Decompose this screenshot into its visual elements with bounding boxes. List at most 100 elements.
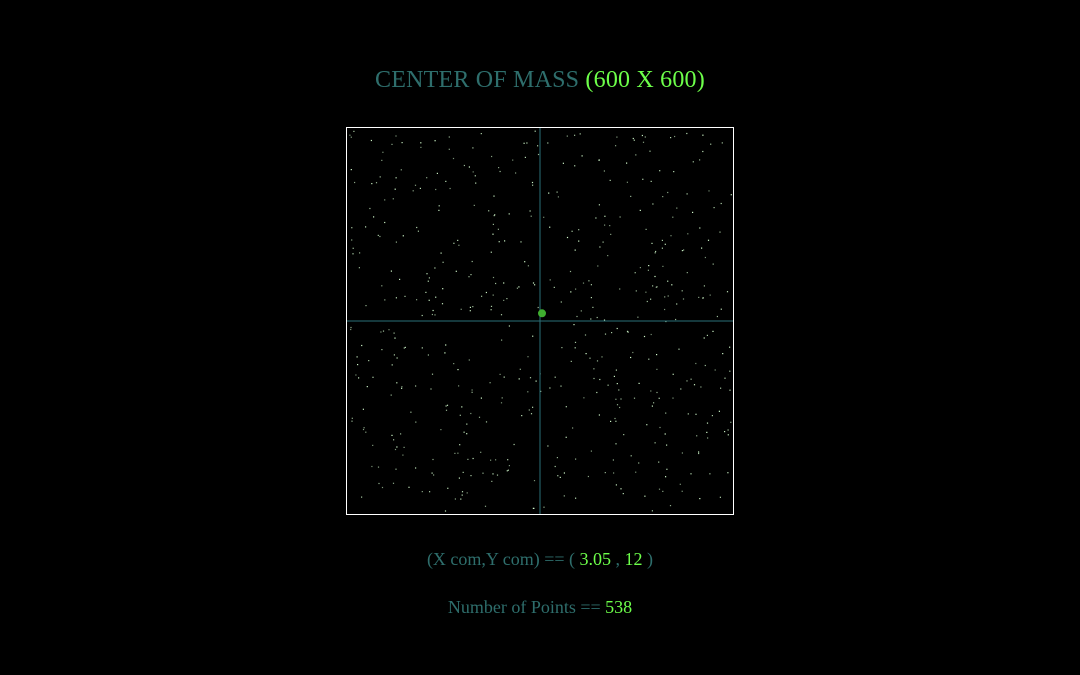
- data-point: [595, 217, 597, 219]
- data-point: [584, 334, 587, 336]
- data-point: [658, 397, 660, 399]
- data-point: [703, 337, 705, 339]
- data-point: [467, 458, 469, 460]
- com-y-value: 12: [624, 549, 643, 569]
- data-point: [433, 474, 435, 476]
- data-point: [485, 291, 487, 294]
- data-point: [449, 187, 451, 190]
- data-point: [560, 385, 562, 387]
- data-point: [488, 210, 490, 212]
- data-point: [729, 346, 731, 348]
- data-point: [415, 421, 417, 423]
- data-point: [664, 243, 666, 245]
- data-point: [702, 297, 704, 299]
- data-point: [720, 202, 722, 205]
- data-point: [435, 296, 437, 298]
- data-point: [421, 491, 423, 493]
- data-point: [472, 457, 474, 460]
- data-point: [646, 300, 648, 303]
- data-point: [543, 216, 545, 218]
- data-point: [426, 273, 428, 275]
- data-point: [402, 454, 404, 456]
- data-point: [372, 376, 374, 378]
- data-point: [381, 159, 383, 161]
- data-point: [469, 310, 471, 312]
- data-point: [549, 279, 551, 281]
- data-point: [363, 427, 365, 429]
- data-point: [556, 191, 558, 193]
- data-point: [656, 286, 658, 288]
- data-point: [384, 221, 386, 224]
- data-point: [659, 426, 661, 429]
- data-point: [381, 349, 383, 351]
- data-point: [379, 176, 381, 178]
- data-point: [401, 142, 403, 144]
- data-point: [716, 315, 718, 318]
- data-point: [616, 383, 618, 385]
- data-point: [645, 291, 647, 293]
- data-point: [457, 452, 459, 454]
- data-point: [667, 295, 669, 297]
- data-point: [615, 443, 617, 445]
- scatter-canvas[interactable]: [346, 127, 734, 515]
- data-point: [574, 134, 576, 136]
- title-dimensions: (600 X 600): [585, 67, 705, 93]
- data-point: [604, 224, 606, 226]
- data-point: [627, 331, 629, 333]
- data-point: [570, 291, 572, 293]
- data-point: [633, 397, 636, 399]
- data-point: [394, 337, 396, 339]
- data-point: [417, 230, 419, 232]
- data-point: [420, 142, 422, 144]
- data-point: [704, 256, 706, 259]
- data-point: [565, 436, 567, 438]
- data-point: [710, 143, 712, 145]
- data-point: [506, 470, 508, 472]
- data-point: [492, 473, 494, 475]
- data-point: [471, 391, 473, 393]
- data-point: [575, 458, 577, 460]
- data-point: [669, 505, 672, 507]
- data-point: [707, 239, 710, 241]
- data-point: [470, 412, 472, 415]
- data-point: [491, 480, 493, 482]
- data-point: [646, 424, 648, 426]
- data-point: [639, 267, 641, 269]
- data-point: [724, 377, 726, 379]
- data-point: [676, 303, 678, 305]
- data-point: [692, 161, 694, 163]
- data-point: [518, 286, 520, 288]
- data-point: [695, 362, 697, 365]
- data-point: [452, 157, 455, 160]
- data-point: [589, 357, 591, 359]
- data-point: [639, 209, 641, 211]
- data-point: [642, 141, 645, 143]
- data-point: [526, 142, 528, 144]
- data-point: [444, 352, 446, 354]
- data-point: [615, 145, 617, 147]
- data-point: [644, 495, 646, 497]
- data-point: [427, 354, 429, 356]
- data-point: [619, 406, 621, 409]
- data-point: [524, 261, 526, 263]
- data-point: [351, 227, 353, 229]
- data-point: [666, 468, 668, 470]
- data-point: [607, 255, 609, 257]
- com-label-prefix: (X com,Y com) == (: [426, 549, 576, 569]
- data-point: [490, 251, 492, 253]
- data-point: [578, 240, 580, 242]
- data-point: [474, 175, 476, 177]
- data-point: [557, 475, 559, 477]
- data-point: [507, 469, 509, 471]
- data-point: [356, 356, 358, 358]
- data-point: [596, 391, 598, 394]
- data-point: [403, 446, 405, 448]
- data-point: [528, 409, 530, 411]
- data-point: [572, 427, 574, 429]
- data-point: [656, 368, 658, 370]
- data-point: [698, 296, 700, 298]
- com-x-value: 3.05: [579, 549, 612, 569]
- data-point: [563, 495, 565, 497]
- data-point: [396, 382, 398, 384]
- data-point: [391, 364, 393, 366]
